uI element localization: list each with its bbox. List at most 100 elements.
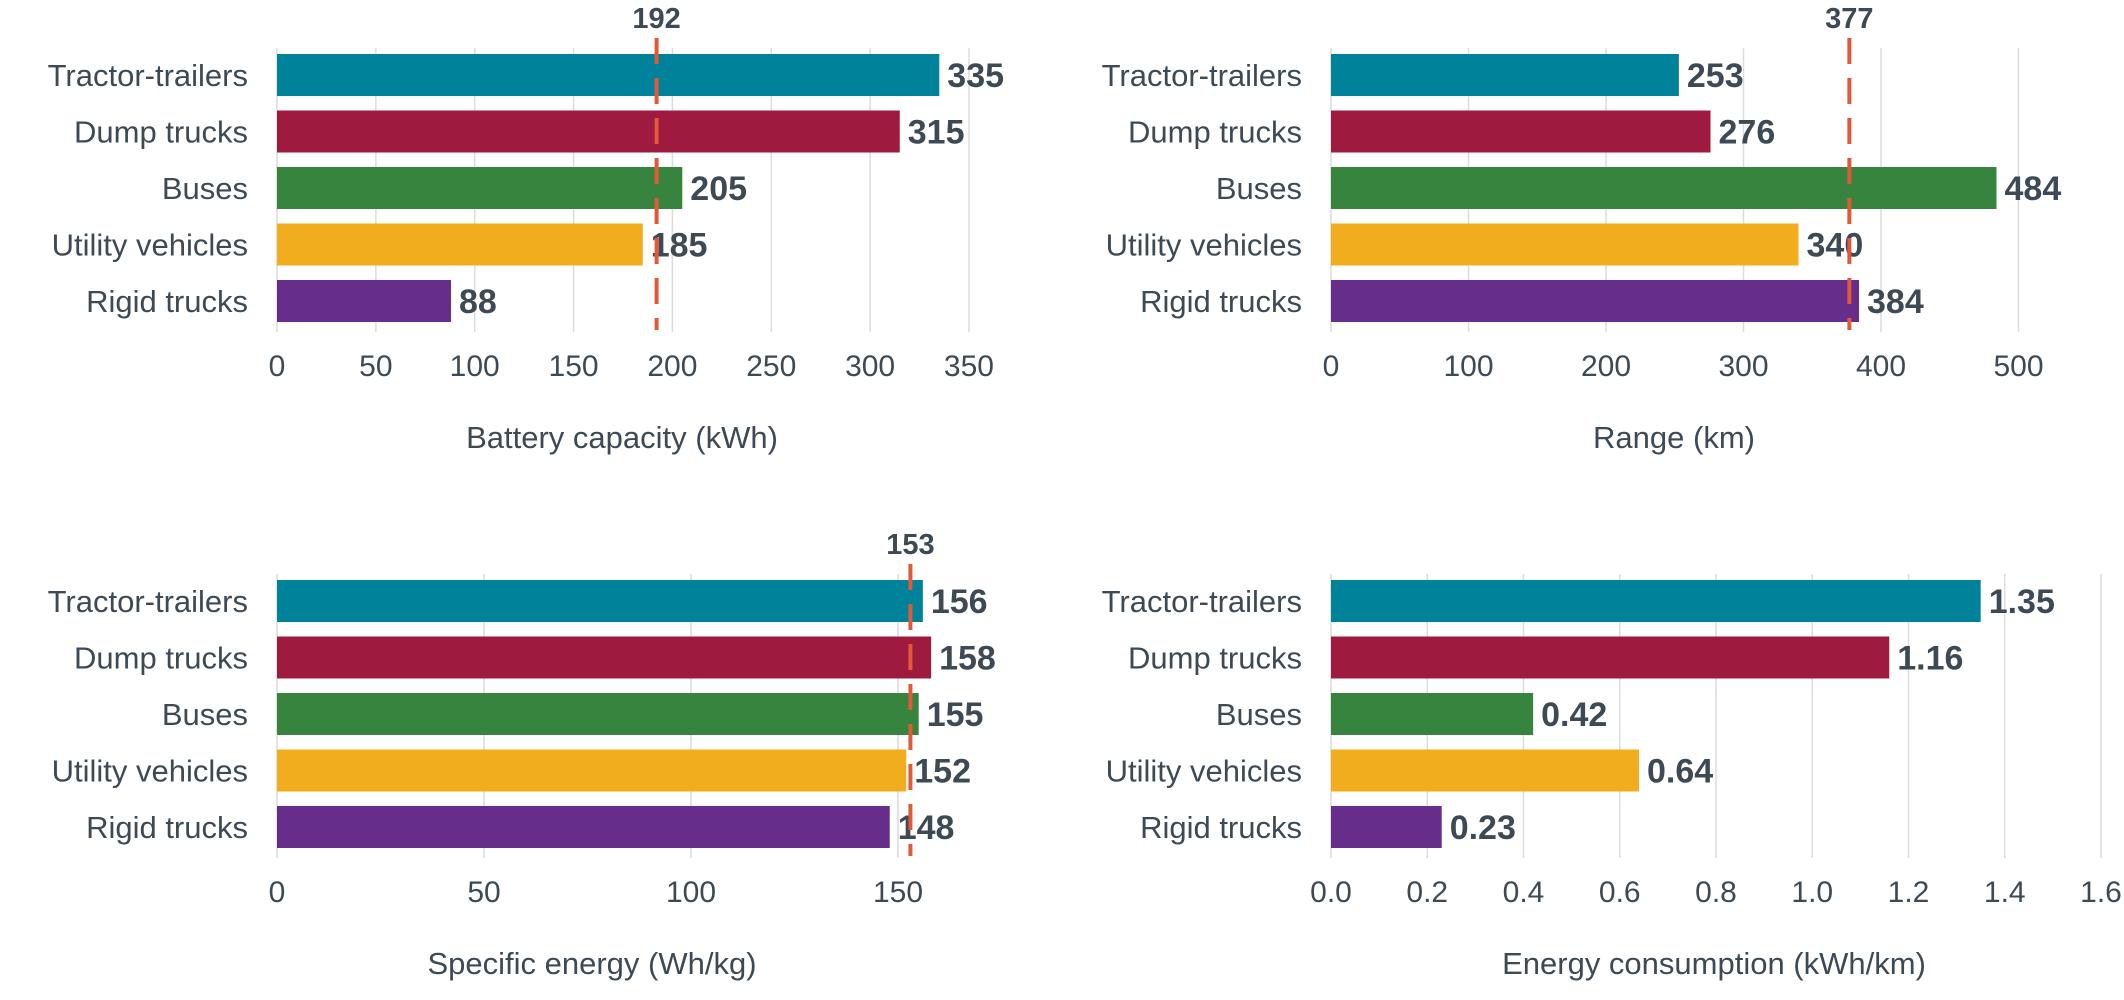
x-tick-label: 100 [450,350,500,383]
bar-utility-vehicles [1331,223,1799,266]
category-label: Utility vehicles [52,228,248,263]
bar-dump-trucks [1331,636,1890,679]
category-label: Dump trucks [74,115,248,150]
data-label: 276 [1719,114,1776,152]
x-tick-label: 500 [1993,350,2043,383]
category-label: Buses [1216,171,1302,206]
bar-utility-vehicles [277,749,907,792]
x-tick-label: 1.4 [1984,876,2026,909]
bar-tractor-trailers [1331,54,1679,96]
x-tick-label: 150 [549,350,599,383]
data-label: 0.42 [1541,696,1607,734]
reference-line-label: 153 [886,529,934,561]
x-axis-title: Battery capacity (kWh) [466,420,778,455]
data-label: 0.64 [1647,753,1713,791]
category-label: Rigid trucks [86,810,248,845]
x-tick-label: 1.6 [2080,876,2122,909]
chart-panel-3: 0 50 100 150 Tractor-trailers 156 Dump trucks 1… [48,529,996,981]
bar-rigid-trucks [277,806,890,848]
bar-tractor-trailers [277,54,940,96]
x-axis-title: Range (km) [1593,420,1755,455]
bar-dump-trucks [1331,110,1711,153]
x-tick-label: 0.6 [1599,876,1641,909]
x-tick-label: 300 [1718,350,1768,383]
bar-tractor-trailers [277,580,923,622]
chart-panel-2: 0 100 200 300 400 500 Tractor-trailers 253 Dump … [1102,3,2062,455]
category-label: Buses [1216,697,1302,732]
bar-utility-vehicles [1331,749,1639,792]
reference-line-label: 192 [632,3,680,35]
category-label: Buses [162,171,248,206]
category-label: Tractor-trailers [48,58,248,93]
x-axis-title: Energy consumption (kWh/km) [1502,946,1926,981]
x-tick-label: 1.0 [1791,876,1833,909]
category-label: Dump trucks [74,641,248,676]
data-label: 205 [690,170,747,208]
x-tick-label: 100 [1443,350,1493,383]
bar-dump-trucks [277,110,900,153]
category-label: Utility vehicles [52,754,248,789]
bar-buses [1331,167,1997,209]
data-label: 1.16 [1897,640,1963,678]
category-label: Rigid trucks [1140,810,1302,845]
x-tick-label: 0.8 [1695,876,1737,909]
category-label: Tractor-trailers [1102,58,1302,93]
data-label: 156 [931,583,988,621]
x-tick-label: 200 [647,350,697,383]
data-label: 0.23 [1450,809,1516,847]
bar-utility-vehicles [277,223,643,266]
data-label: 335 [947,57,1004,95]
data-label: 384 [1867,283,1924,321]
category-label: Rigid trucks [1140,284,1302,319]
x-tick-label: 100 [666,876,716,909]
data-label: 152 [914,753,971,791]
data-label: 484 [2005,170,2062,208]
x-tick-label: 0.0 [1310,876,1352,909]
bar-rigid-trucks [277,280,451,322]
bar-buses [1331,693,1534,735]
reference-line-label: 377 [1825,3,1873,35]
bar-buses [277,167,683,209]
category-label: Tractor-trailers [1102,584,1302,619]
category-label: Rigid trucks [86,284,248,319]
bar-rigid-trucks [1331,280,1859,322]
x-tick-label: 0.2 [1406,876,1448,909]
x-tick-label: 400 [1856,350,1906,383]
x-tick-label: 50 [467,876,500,909]
category-label: Utility vehicles [1106,754,1302,789]
x-tick-label: 0 [269,350,286,383]
data-label: 158 [939,640,996,678]
category-label: Dump trucks [1128,641,1302,676]
x-tick-label: 200 [1581,350,1631,383]
category-label: Dump trucks [1128,115,1302,150]
category-label: Utility vehicles [1106,228,1302,263]
x-axis-title: Specific energy (Wh/kg) [427,946,756,981]
data-label: 253 [1687,57,1744,95]
chart-panel-4: 0.0 0.2 0.4 0.6 0.8 1.0 1.2 1.4 1.6 Tractor-trail… [1102,574,2122,981]
x-tick-label: 0 [269,876,286,909]
bar-buses [277,693,919,735]
data-label: 148 [898,809,955,847]
x-tick-label: 1.2 [1888,876,1930,909]
category-label: Tractor-trailers [48,584,248,619]
x-tick-label: 0 [1323,350,1340,383]
x-tick-label: 300 [845,350,895,383]
data-label: 88 [459,283,497,321]
bar-tractor-trailers [1331,580,1981,622]
x-tick-label: 150 [873,876,923,909]
data-label: 340 [1807,227,1864,265]
data-label: 185 [651,227,708,265]
x-tick-label: 350 [944,350,994,383]
data-label: 155 [927,696,984,734]
category-label: Buses [162,697,248,732]
data-label: 315 [908,114,965,152]
x-tick-label: 0.4 [1503,876,1545,909]
bar-rigid-trucks [1331,806,1442,848]
chart-panel-1: 0 50 100 150 200 250 300 350 Tractor-trailers 335… [48,3,1004,455]
x-tick-label: 250 [746,350,796,383]
x-tick-label: 50 [359,350,392,383]
bar-dump-trucks [277,636,932,679]
data-label: 1.35 [1989,583,2055,621]
